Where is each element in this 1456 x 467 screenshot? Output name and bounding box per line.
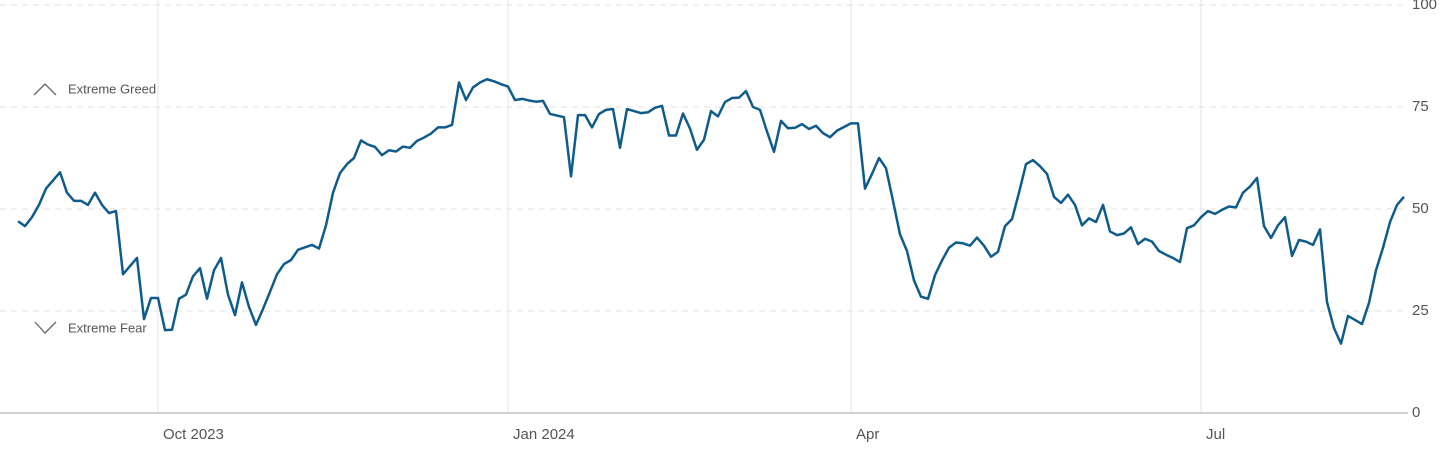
y-tick-label: 50 xyxy=(1412,200,1429,217)
y-tick-label: 75 xyxy=(1412,98,1429,115)
line xyxy=(17,78,1405,345)
x-tick-label: Apr xyxy=(856,426,879,443)
y-tick-label: 100 xyxy=(1412,0,1437,13)
x-tick-label: Jul xyxy=(1206,426,1225,443)
greed-icon xyxy=(33,83,57,96)
fear-label: Extreme Fear xyxy=(68,320,147,335)
x-tick-label: Jan 2024 xyxy=(513,426,575,443)
x-tick-label: Oct 2023 xyxy=(163,426,224,443)
y-tick-label: 0 xyxy=(1412,404,1420,421)
y-tick-label: 25 xyxy=(1412,302,1429,319)
greed-label: Extreme Greed xyxy=(68,81,156,96)
fear-icon xyxy=(34,321,57,334)
